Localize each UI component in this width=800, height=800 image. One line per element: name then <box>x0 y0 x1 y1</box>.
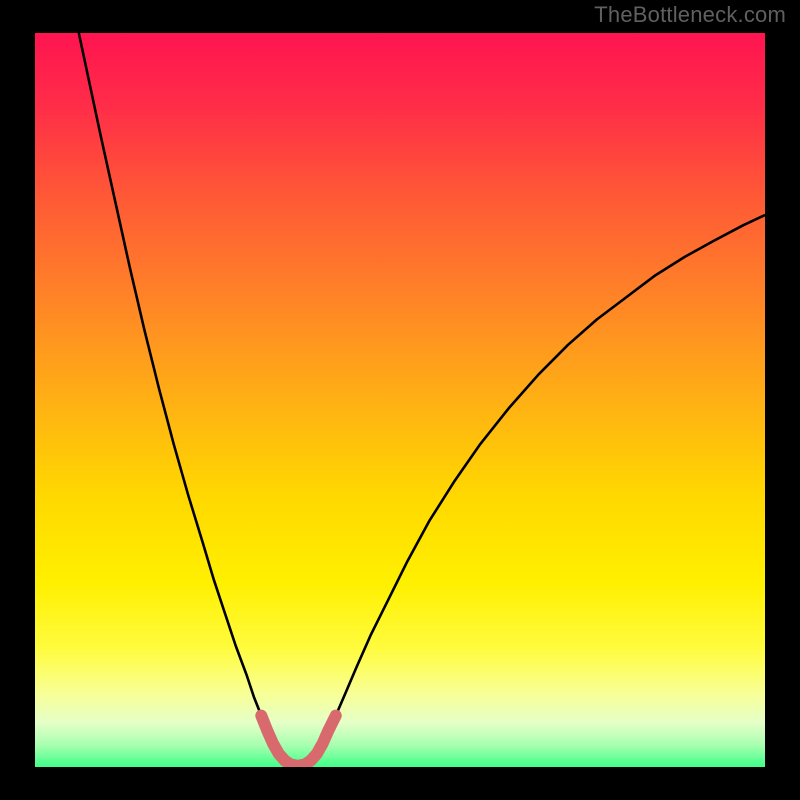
attribution-label: TheBottleneck.com <box>594 2 786 28</box>
gradient-background <box>35 33 765 767</box>
plot-area <box>35 33 765 767</box>
chart-svg <box>35 33 765 767</box>
chart-frame: TheBottleneck.com <box>0 0 800 800</box>
